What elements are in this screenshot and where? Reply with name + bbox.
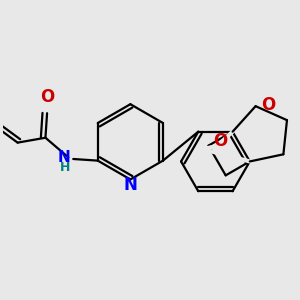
Text: H: H bbox=[60, 161, 70, 174]
Text: O: O bbox=[40, 88, 54, 106]
Text: N: N bbox=[58, 150, 70, 165]
Text: O: O bbox=[262, 95, 276, 113]
Text: N: N bbox=[123, 176, 137, 194]
Text: O: O bbox=[213, 132, 228, 150]
